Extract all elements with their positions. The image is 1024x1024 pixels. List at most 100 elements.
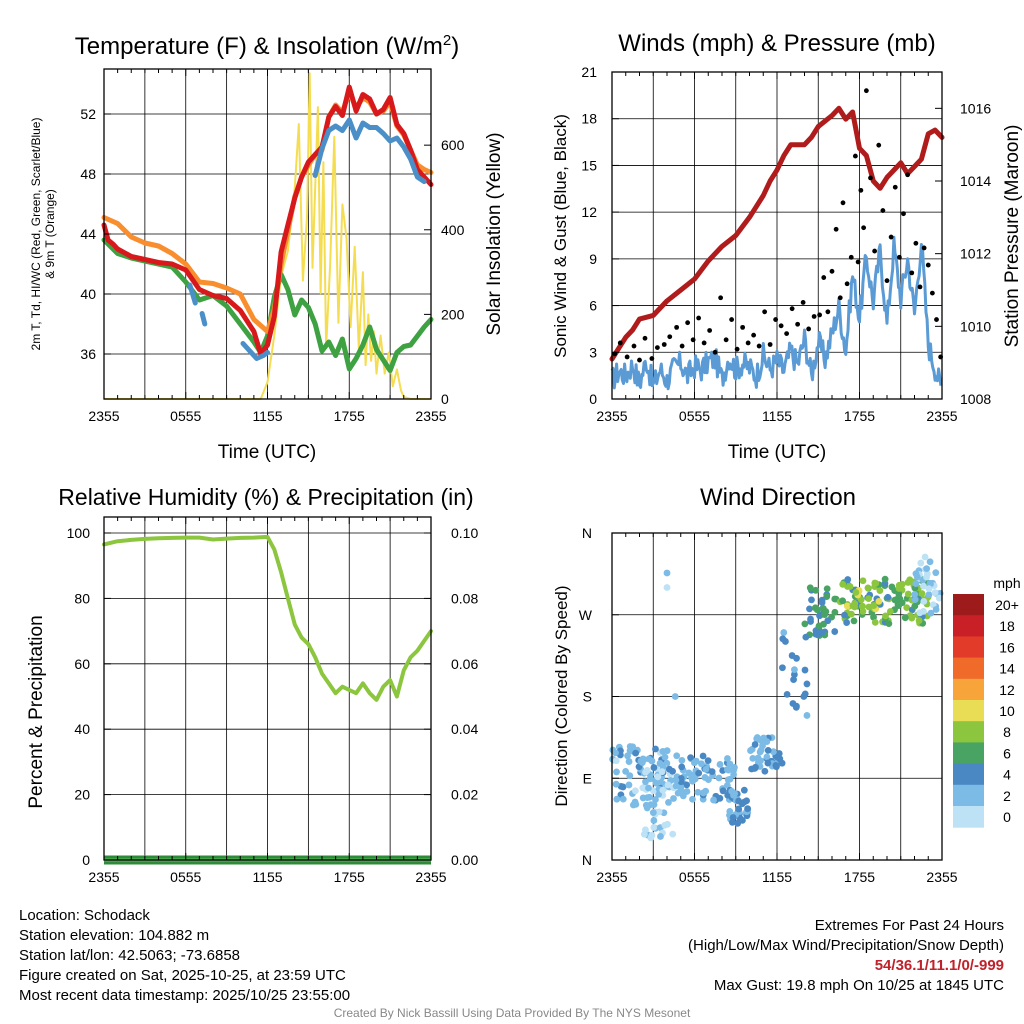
direction-point: [783, 690, 791, 698]
direction-point: [852, 588, 860, 596]
direction-point: [672, 782, 680, 790]
direction-point: [659, 786, 667, 794]
direction-point: [661, 821, 669, 829]
x-tick-label: 2355: [596, 408, 627, 424]
gust-point: [649, 356, 655, 361]
y-tick-label-right: 200: [441, 306, 465, 322]
direction-point: [801, 620, 809, 628]
direction-point: [923, 565, 931, 573]
direction-point: [655, 790, 663, 798]
direction-point: [624, 752, 632, 760]
direction-point: [764, 746, 772, 754]
direction-point: [925, 591, 933, 599]
direction-point: [871, 579, 879, 587]
direction-point: [776, 755, 784, 763]
direction-point: [918, 590, 926, 597]
direction-point: [751, 741, 759, 748]
gust-point: [817, 312, 823, 318]
direction-point: [819, 605, 827, 612]
direction-point: [913, 573, 921, 581]
direction-point: [672, 776, 680, 784]
direction-point: [632, 749, 640, 757]
gust-point: [690, 337, 696, 343]
direction-point: [823, 585, 831, 593]
direction-point: [895, 602, 903, 609]
gust-point: [844, 281, 850, 287]
direction-point: [694, 788, 702, 796]
y-axis-label: Percent & Precipitation: [26, 615, 47, 808]
y-tick-label-right: 0.10: [451, 525, 478, 541]
direction-point: [926, 558, 934, 566]
y-tick-label-right: 1012: [960, 246, 991, 262]
colorbar-swatch: [953, 657, 984, 680]
direction-point: [642, 768, 649, 776]
y-tick-label-right: 0.08: [451, 590, 478, 606]
direction-point: [728, 818, 736, 826]
colorbar-label: 2: [1003, 788, 1011, 804]
x-tick-label: 2355: [596, 869, 627, 885]
direction-point: [652, 745, 659, 753]
colorbar-label: 4: [1003, 767, 1011, 783]
direction-point: [638, 759, 646, 766]
humidity-line: [102, 534, 433, 702]
y-tick-label-right: 0: [441, 391, 449, 407]
direction-point: [888, 583, 896, 591]
y-tick-label-right: 1016: [960, 100, 991, 116]
chart-title: Temperature (F) & Insolation (W/m2): [75, 32, 459, 60]
direction-point: [808, 596, 815, 604]
sustained-wind-line: [610, 235, 943, 391]
direction-point: [749, 754, 757, 762]
y-tick-label-right: 600: [441, 137, 465, 153]
direction-point: [716, 761, 724, 768]
direction-point: [719, 787, 727, 795]
gust-point: [617, 340, 623, 346]
gust-point: [718, 295, 724, 301]
gust-point: [806, 326, 812, 332]
y-tick-label: 40: [74, 721, 90, 737]
y-tick-label-right: 0.02: [451, 787, 478, 803]
y-tick-label-right: 0.04: [451, 721, 478, 737]
gust-point: [880, 208, 886, 213]
direction-point: [802, 633, 810, 641]
y-axis-label: & 9m T (Orange): [43, 189, 57, 279]
direction-point: [674, 789, 682, 797]
gust-point: [679, 343, 685, 349]
y-tick-label: 52: [80, 106, 96, 122]
direction-point: [740, 786, 748, 794]
direction-point: [678, 756, 686, 764]
y-axis-label-right: Station Pressure (Maroon): [1002, 125, 1023, 348]
direction-point: [724, 755, 731, 762]
direction-point: [625, 781, 633, 789]
direction-point: [800, 693, 808, 700]
direction-point: [710, 796, 717, 804]
x-tick-label: 2355: [415, 408, 446, 424]
direction-point: [753, 734, 761, 741]
direction-point: [779, 664, 786, 672]
extremes-legend: (High/Low/Max Wind/Precipitation/Snow De…: [688, 937, 1004, 954]
chart-title: Wind Direction: [700, 484, 856, 511]
direction-point: [775, 750, 783, 757]
direction-point: [789, 700, 797, 707]
direction-point: [770, 748, 777, 756]
colorbar-label: 6: [1003, 745, 1011, 761]
direction-point: [803, 680, 811, 688]
direction-point: [884, 593, 892, 601]
x-tick-label: 0555: [170, 869, 201, 885]
y-tick-label: 6: [589, 298, 597, 314]
colorbar-swatch: [953, 806, 984, 828]
direction-point: [708, 768, 716, 776]
direction-point: [652, 796, 659, 803]
y-tick-label: 0: [589, 391, 597, 407]
direction-point: [818, 629, 826, 636]
direction-point: [876, 587, 884, 595]
location-text: Location: Schodack: [19, 907, 150, 924]
gust-point: [778, 323, 784, 329]
station-info: Location: Schodack Station elevation: 10…: [19, 906, 350, 1006]
gust-point: [848, 254, 854, 260]
extremes-values: 54/36.1/11.1/0/-999: [874, 957, 1004, 974]
colorbar-label: 20+: [995, 597, 1019, 613]
y-tick-label: 9: [589, 251, 597, 267]
gust-point: [723, 337, 729, 343]
x-tick-label: 1155: [252, 869, 282, 885]
direction-point: [761, 767, 769, 775]
